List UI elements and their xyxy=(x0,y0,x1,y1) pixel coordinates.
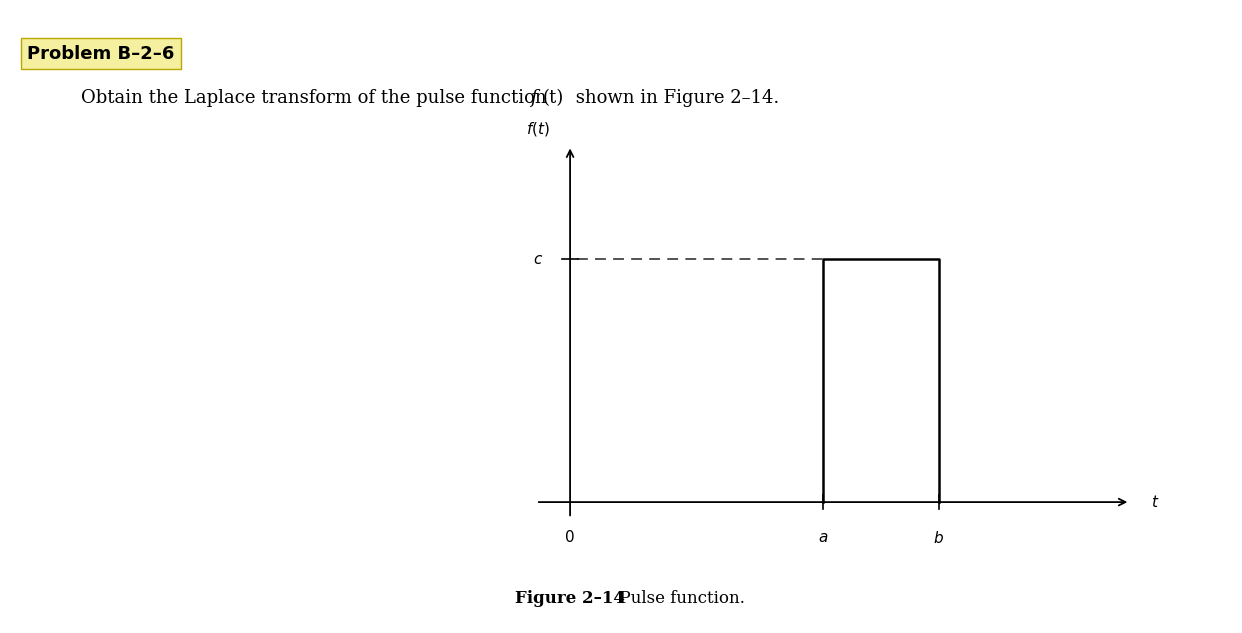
Text: Pulse function.: Pulse function. xyxy=(609,590,744,606)
Text: $t$: $t$ xyxy=(1151,494,1159,510)
Text: $c$: $c$ xyxy=(533,251,543,266)
Text: $a$: $a$ xyxy=(817,530,828,546)
Text: $b$: $b$ xyxy=(934,530,944,546)
Text: Obtain the Laplace transform of the pulse function: Obtain the Laplace transform of the puls… xyxy=(81,89,553,107)
Text: Figure 2–14: Figure 2–14 xyxy=(515,590,625,606)
Text: Problem B–2–6: Problem B–2–6 xyxy=(27,45,175,63)
Text: 0: 0 xyxy=(565,530,575,546)
Text: $f(t)$: $f(t)$ xyxy=(525,120,549,139)
Text: (t): (t) xyxy=(543,89,564,107)
Text: shown in Figure 2–14.: shown in Figure 2–14. xyxy=(570,89,779,107)
Text: f: f xyxy=(530,89,537,107)
